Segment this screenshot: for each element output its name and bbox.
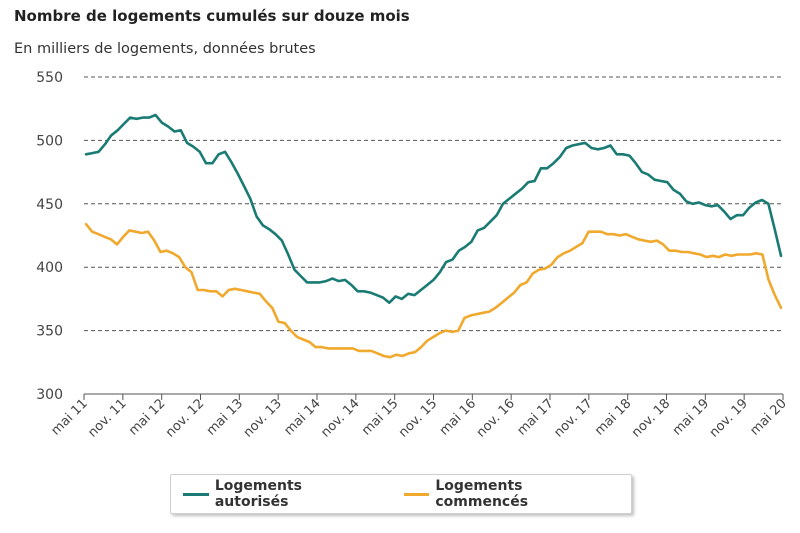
y-tick-label: 500 [36,133,63,149]
x-tick-label: nov. 11 [85,396,129,440]
x-tick-label: nov. 12 [163,396,207,440]
x-tick-label: nov. 19 [707,396,751,440]
x-tick-label: mai 12 [126,396,168,438]
legend-label-commences: Logements commencés [435,478,529,510]
x-tick-label: nov. 18 [629,396,673,440]
x-tick-label: mai 20 [747,396,789,438]
x-tick-label: mai 17 [514,396,556,438]
x-tick-label: mai 16 [437,396,479,438]
series-line-commences [84,222,783,359]
y-tick-label: 300 [36,387,63,403]
x-tick-label: nov. 14 [318,396,362,440]
legend-item-autorises[interactable]: Logements autorisés [183,478,380,510]
x-tick-label: mai 18 [592,396,634,438]
legend-swatch-commences [403,492,430,496]
x-tick-label: nov. 13 [241,396,285,440]
y-tick-label: 350 [36,324,63,340]
y-tick-label: 450 [36,197,63,213]
x-tick-label: mai 14 [281,396,323,438]
chart-title: Nombre de logements cumulés sur douze mo… [14,7,410,25]
legend-item-commences[interactable]: Logements commencés [403,478,620,510]
series-line-autorises [84,113,783,305]
chart-subtitle: En milliers de logements, données brutes [14,41,316,57]
legend: Logements autorisés Logements commencés [170,474,632,514]
legend-label-autorises: Logements autorisés [214,478,302,510]
x-tick-label: mai 15 [359,396,401,438]
y-tick-label: 400 [36,260,63,276]
x-tick-label: nov. 17 [551,396,595,440]
x-tick-label: nov. 16 [474,396,518,440]
x-tick-label: mai 19 [670,396,712,438]
x-tick-label: mai 13 [204,396,246,438]
y-tick-label: 550 [36,70,63,86]
legend-swatch-autorises [183,492,209,496]
x-tick-label: nov. 15 [396,396,440,440]
